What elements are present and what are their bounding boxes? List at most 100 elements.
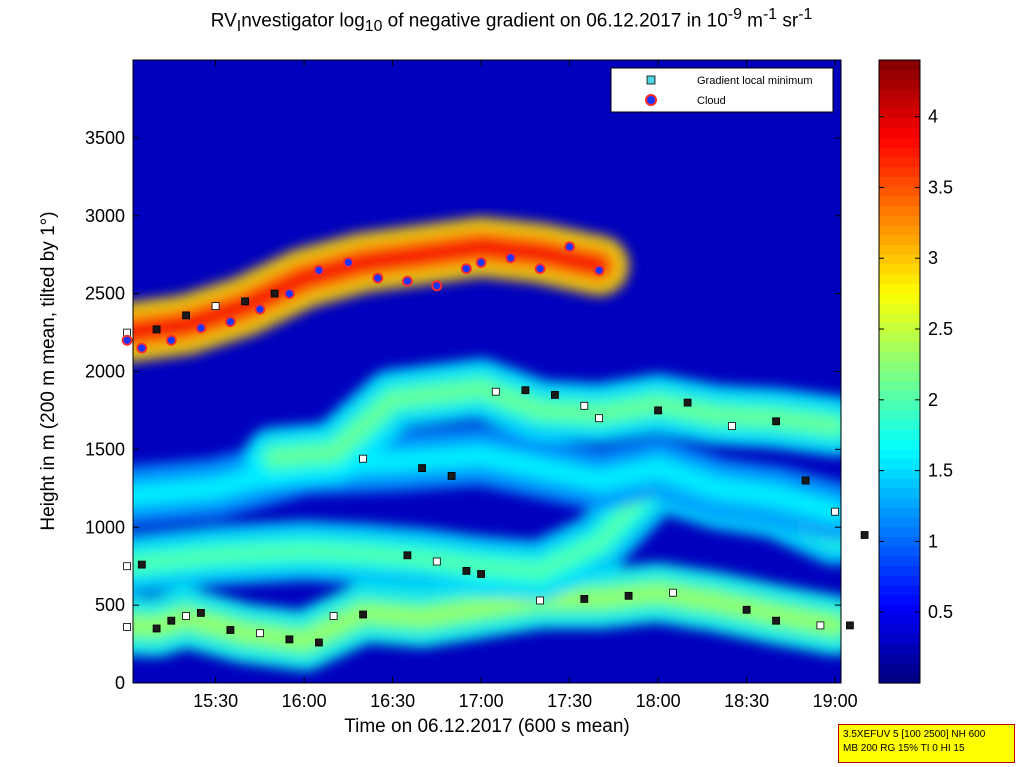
minimum-marker-4-1	[654, 406, 662, 415]
colorbar-step-11	[879, 167, 920, 178]
colorbar-step-23	[879, 283, 920, 295]
minimum-marker-4-6	[831, 507, 839, 516]
colorbar-step-43	[879, 478, 920, 489]
minimum-marker-2-5	[477, 570, 486, 578]
cloud-marker-0-0	[121, 334, 133, 346]
colorbar-frame	[878, 59, 921, 684]
colorbar-step-22	[879, 274, 920, 285]
minimum-marker-0-1	[137, 560, 146, 569]
minimum-marker-4-7	[860, 531, 869, 539]
cloud-marker-0-17	[593, 264, 605, 276]
y-tick-label-0: 0	[115, 673, 125, 693]
cloud-marker-0-6	[283, 288, 295, 300]
minimum-marker-1-3	[182, 612, 191, 620]
cloud-marker-0-2	[165, 334, 177, 346]
colorbar-step-6	[879, 118, 920, 129]
cloud-marker-0-13	[475, 257, 487, 268]
y-tick-label-1: 500	[95, 595, 125, 615]
colorbar-tick-label-2: 1.5	[928, 461, 953, 481]
cloud-markers	[121, 241, 605, 354]
y-tick-label-4: 2000	[85, 362, 125, 382]
cloud-marker-0-15	[534, 263, 546, 275]
colorbar-step-9	[879, 147, 920, 158]
colorbar-step-53	[879, 575, 920, 587]
cloud-marker-0-11	[431, 280, 443, 292]
colorbar-tick-label-1: 1	[928, 531, 938, 551]
colorbar-step-4	[879, 98, 920, 110]
minimum-marker-5-2	[624, 591, 633, 600]
colorbar-step-17	[879, 225, 920, 236]
colorbar-step-57	[879, 614, 920, 626]
minimum-marker-1-8	[314, 638, 323, 647]
minimum-marker-1-0	[123, 623, 131, 631]
colorbar-step-62	[879, 663, 920, 674]
x-tick-label-0: 15:30	[193, 691, 238, 711]
colorbar-step-42	[879, 468, 920, 480]
minimum-marker-5-5	[772, 616, 780, 625]
colorbar-step-2	[879, 79, 920, 90]
colorbar-step-28	[879, 332, 920, 343]
legend-marker-0	[646, 75, 656, 85]
colorbar-step-55	[879, 595, 920, 606]
colorbar-step-27	[879, 322, 920, 334]
minimum-marker-1-5	[226, 626, 235, 634]
x-tick-label-5: 18:00	[636, 691, 681, 711]
x-axis-label: Time on 06.12.2017 (600 s mean)	[344, 716, 630, 737]
cloud-marker-0-3	[195, 322, 207, 334]
x-tick-label-6: 18:30	[724, 691, 769, 711]
y-tick-label-6: 3000	[85, 206, 125, 226]
cloud-marker-0-4	[224, 316, 236, 328]
colorbar-step-24	[879, 293, 920, 304]
colorbar-step-56	[879, 605, 920, 616]
minimum-marker-2-2	[403, 551, 412, 560]
axes: 15:30 16:00 16:30 17:00 17:30 18:00 18:30 19:00…	[85, 59, 858, 711]
minimum-marker-6-3	[211, 302, 220, 311]
legend-marker-1	[645, 94, 657, 106]
colorbar-step-35	[879, 400, 920, 412]
colorbar-step-16	[879, 215, 920, 227]
minimum-marker-5-4	[742, 605, 751, 614]
minimum-marker-4-0	[595, 414, 603, 423]
minimum-marker-5-6	[816, 621, 825, 630]
colorbar-step-26	[879, 313, 920, 324]
legend-box	[610, 67, 834, 113]
colorbar-step-58	[879, 624, 920, 635]
x-tick-label-3: 17:00	[459, 691, 504, 711]
colorbar-step-47	[879, 517, 920, 528]
colorbar-step-14	[879, 196, 920, 207]
colorbar-tick-label-0: 0.5	[928, 602, 953, 622]
heat-band-4-core	[133, 240, 606, 338]
colorbar-step-41	[879, 459, 920, 470]
cloud-marker-0-16	[564, 241, 575, 253]
colorbar-step-18	[879, 235, 920, 246]
minimum-marker-6-5	[270, 289, 279, 298]
colorbar-step-3	[879, 89, 920, 100]
colorbar-step-37	[879, 420, 920, 431]
minimum-marker-5-3	[669, 588, 677, 597]
colorbar: 0.5 1 1.5 2 2.5 3 3.5 4	[878, 59, 953, 684]
legend-label-1: Cloud	[697, 95, 726, 107]
colorbar-step-38	[879, 429, 920, 441]
colorbar-step-5	[879, 108, 920, 119]
colorbar-tick-label-3: 2	[928, 390, 938, 410]
minimum-marker-1-7	[285, 635, 294, 644]
minimum-marker-1-1	[152, 624, 161, 633]
minimum-marker-3-4	[521, 386, 530, 395]
colorbar-step-32	[879, 371, 920, 382]
colorbar-step-45	[879, 498, 920, 509]
minimum-marker-3-2	[447, 471, 456, 480]
info-box: 3.5XEFUV 5 [100 2500] NH 600 MB 200 RG 15…	[838, 724, 1015, 763]
colorbar-step-20	[879, 254, 920, 266]
x-tick-label-4: 17:30	[547, 691, 592, 711]
heat-band-0-core	[133, 586, 841, 647]
gradient-minima-markers	[123, 289, 869, 647]
y-tick-label-2: 1000	[85, 517, 125, 537]
minimum-marker-3-6	[580, 401, 589, 410]
colorbar-step-30	[879, 352, 920, 363]
colorbar-step-21	[879, 264, 920, 275]
colorbar-step-48	[879, 527, 920, 538]
minimum-marker-2-4	[462, 567, 471, 575]
minimum-marker-6-2	[182, 311, 191, 320]
cloud-marker-0-9	[372, 272, 384, 284]
